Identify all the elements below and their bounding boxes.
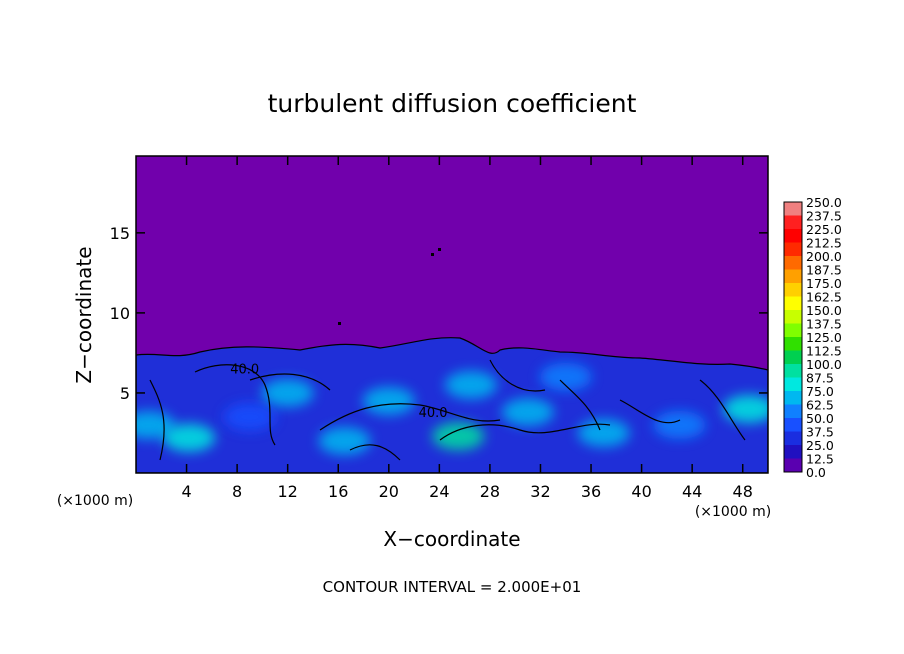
x-tick-label: 8 — [232, 482, 242, 501]
colorbar-swatch — [784, 269, 802, 284]
contour-lines — [149, 359, 746, 461]
colorbar-swatch — [784, 445, 802, 459]
colorbar-swatch — [784, 242, 802, 257]
colorbar-swatch — [784, 256, 802, 270]
colorbar-level-label: 25.0 — [806, 438, 834, 453]
y-axis: 5 10 15 — [110, 224, 768, 403]
colorbar-level-label: 75.0 — [806, 384, 834, 399]
field-patch — [501, 398, 554, 427]
field-patch — [163, 423, 216, 452]
colorbar-swatch — [784, 323, 802, 338]
colorbar-level-label: 212.5 — [806, 236, 842, 251]
colorbar-level-label: 225.0 — [806, 222, 842, 237]
x-tick-label: 44 — [682, 482, 702, 501]
colorbar-swatch — [784, 283, 802, 297]
colorbar-level-label: 237.5 — [806, 209, 842, 224]
colorbar: 250.0237.5225.0212.5200.0187.5175.0162.5… — [783, 195, 842, 480]
contour-label: 40.0 — [419, 406, 448, 421]
colorbar-frame — [783, 201, 803, 473]
colorbar-level-label: 187.5 — [806, 263, 842, 278]
x-tick-label: 36 — [581, 482, 601, 501]
colorbar-level-label: 175.0 — [806, 276, 842, 291]
field-patch — [539, 362, 592, 391]
y-tick-label: 5 — [120, 384, 130, 403]
colorbar-swatch — [784, 364, 802, 378]
x-tick-label: 40 — [631, 482, 651, 501]
field-patch — [723, 394, 768, 423]
plot-frame — [135, 155, 769, 474]
x-unit-left: (×1000 m) — [57, 493, 133, 509]
colorbar-level-label: 150.0 — [806, 303, 842, 318]
colorbar-swatch — [784, 215, 802, 230]
contour-labels: 40.0 40.0 — [230, 363, 447, 421]
colorbar-level-label: 137.5 — [806, 317, 842, 332]
colorbar-level-label: 162.5 — [806, 290, 842, 305]
x-tick-label: 12 — [278, 482, 298, 501]
colorbar-swatch — [784, 350, 802, 365]
colorbar-swatch — [784, 377, 802, 392]
field-patch — [136, 410, 175, 439]
colorbar-level-label: 112.5 — [806, 344, 842, 359]
colorbar-swatch — [784, 458, 802, 473]
colorbar-swatch — [784, 337, 802, 351]
colorbar-level-label: 0.0 — [806, 465, 826, 480]
plot-area: 40.0 40.0 — [136, 156, 768, 473]
y-tick-label: 10 — [110, 304, 130, 323]
speck — [338, 322, 341, 325]
x-tick-label: 24 — [429, 482, 449, 501]
colorbar-level-label: 37.5 — [806, 425, 834, 440]
contour-interval-footer: CONTOUR INTERVAL = 2.000E+01 — [323, 578, 582, 596]
field-patch — [444, 370, 497, 399]
field-patch — [577, 418, 630, 447]
colorbar-level-label: 62.5 — [806, 398, 834, 413]
field-patch — [432, 422, 485, 451]
colorbar-level-label: 100.0 — [806, 357, 842, 372]
x-tick-label: 4 — [181, 482, 191, 501]
colorbar-swatch — [784, 418, 802, 432]
colorbar-swatch — [784, 404, 802, 419]
x-axis-label: X−coordinate — [383, 527, 520, 551]
field-patch — [223, 402, 276, 431]
colorbar-swatch — [784, 296, 802, 311]
field-patch — [261, 378, 314, 407]
x-tick-label: 20 — [379, 482, 399, 501]
colorbar-level-label: 125.0 — [806, 330, 842, 345]
x-axis: 4 8 12 16 20 24 28 32 36 40 44 48 — [181, 156, 753, 501]
contour-label: 40.0 — [230, 363, 259, 378]
field-patch — [362, 386, 415, 415]
speck — [438, 248, 441, 251]
colorbar-level-label: 50.0 — [806, 411, 834, 426]
colorbar-swatch — [784, 310, 802, 324]
field-patches — [136, 362, 768, 455]
colorbar-level-label: 200.0 — [806, 249, 842, 264]
x-tick-label: 16 — [328, 482, 348, 501]
colorbar-level-label: 87.5 — [806, 371, 834, 386]
field-patch — [653, 410, 706, 439]
x-tick-label: 32 — [530, 482, 550, 501]
colorbar-level-label: 12.5 — [806, 452, 834, 467]
y-tick-label: 15 — [110, 224, 130, 243]
colorbar-swatch — [784, 391, 802, 405]
x-tick-label: 48 — [733, 482, 753, 501]
chart-title: turbulent diffusion coefficient — [268, 89, 637, 118]
colorbar-swatch — [784, 229, 802, 243]
colorbar-swatch — [784, 202, 802, 216]
field-patch — [318, 426, 371, 455]
colorbar-swatch — [784, 431, 802, 446]
speck — [431, 253, 434, 256]
x-unit-right: (×1000 m) — [695, 504, 771, 520]
y-axis-label: Z−coordinate — [72, 246, 96, 383]
x-tick-label: 28 — [480, 482, 500, 501]
colorbar-level-label: 250.0 — [806, 195, 842, 210]
